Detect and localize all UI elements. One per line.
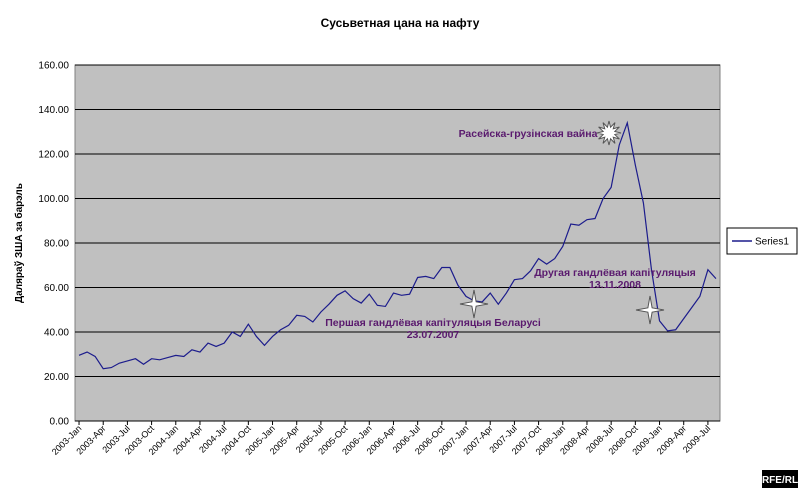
annotation: Другая гандлёвая капітуляцыя: [534, 267, 696, 279]
annotation: Першая гандлёвая капітуляцыя Беларусі: [325, 317, 541, 329]
y-tick-label: 40.00: [44, 328, 69, 339]
annotation-star: [635, 295, 665, 325]
y-tick-label: 80.00: [44, 239, 69, 250]
logo-box: [762, 470, 798, 488]
chart-title: Сусьветная цана на нафту: [321, 16, 480, 30]
watermark: RFE/RL: [762, 475, 798, 486]
layer: 0.00 20.00 40.00 60.00 80.00 100.00 120.00 140.…: [38, 61, 789, 457]
annotation-star: [596, 120, 622, 146]
y-tick-label: 160.00: [38, 61, 69, 72]
y-tick-label: 0.00: [50, 417, 70, 428]
y-tick-label: 20.00: [44, 372, 69, 383]
annotation-star: [459, 289, 489, 319]
series-line: [78, 120, 717, 370]
legend-label: Series1: [755, 237, 789, 248]
annotation: Расейска-грузінская вайна: [459, 128, 598, 140]
y-axis-label: Даляраў ЗША за барэль: [13, 183, 25, 303]
annotation: 13.11.2008: [589, 279, 641, 291]
y-tick-label: 60.00: [44, 283, 69, 294]
y-tick-label: 140.00: [38, 105, 69, 116]
y-tick-label: 120.00: [38, 150, 69, 161]
annotation: 23.07.2007: [407, 329, 460, 341]
y-tick-label: 100.00: [38, 194, 69, 205]
